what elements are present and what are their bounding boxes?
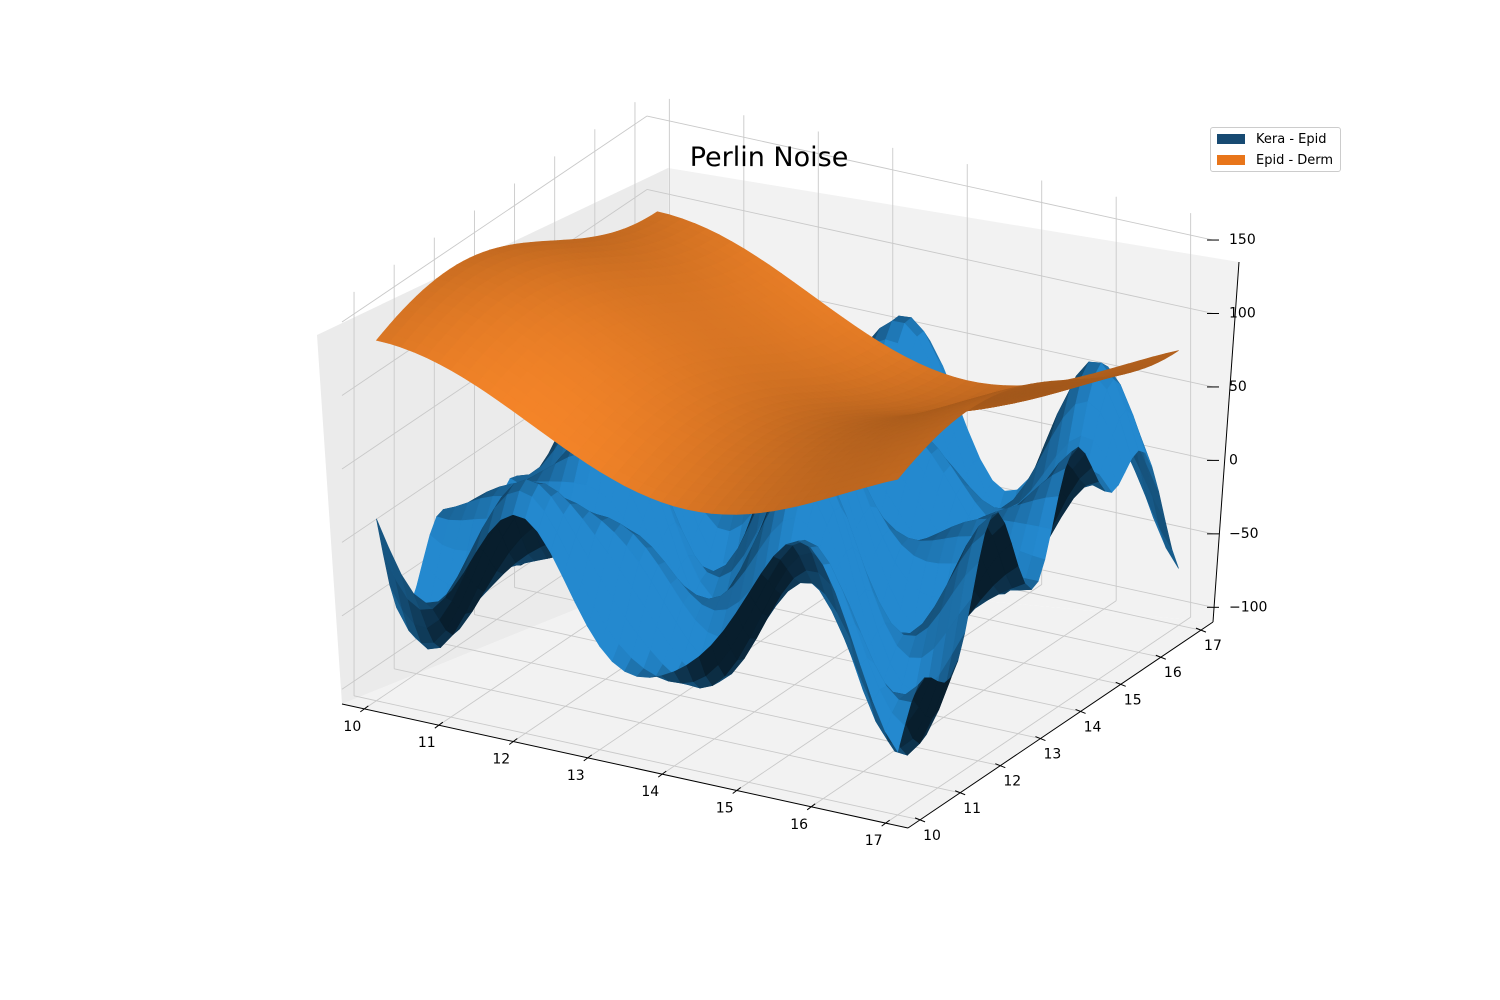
grid-line-right-z: [646, 189, 1214, 314]
y-tick-label: 15: [1124, 692, 1142, 708]
y-tick-label: 13: [1044, 747, 1062, 763]
legend-swatch-kera-epid: [1217, 134, 1245, 144]
grid-line-floor-y: [394, 668, 961, 794]
x-tick-mark: [806, 803, 816, 811]
chart-title: Perlin Noise: [689, 142, 849, 173]
axis-lines: [341, 261, 1240, 829]
grid-line-floor-x: [885, 616, 1191, 824]
y-tick-mark: [954, 790, 966, 796]
y-tick-mark: [1115, 681, 1126, 687]
x-tick-mark: [732, 787, 742, 794]
y-tick-label: 17: [1204, 638, 1222, 654]
surface-epid-derm-facet: [884, 470, 906, 483]
legend-entry-epid-derm: Epid - Derm: [1217, 152, 1333, 168]
surface-kera-epid-facet: [884, 712, 905, 753]
y-tick-label: 11: [963, 801, 981, 817]
x-tick-label: 14: [641, 784, 659, 800]
x-tick-label: 12: [492, 752, 510, 768]
x-tick-mark: [881, 819, 890, 827]
y-tick-mark: [1155, 654, 1167, 660]
surface-epid-derm: [375, 211, 1179, 515]
grid-line-floor-y: [353, 695, 921, 821]
x-tick-mark: [583, 754, 593, 762]
y-tick-label: 16: [1164, 665, 1182, 681]
x-tick-mark: [508, 738, 518, 745]
z-tick-label: 0: [1229, 452, 1238, 468]
z-tick-label: −50: [1229, 526, 1259, 542]
grid-line-left-z: [341, 115, 648, 323]
y-tick-label: 14: [1084, 719, 1102, 735]
y-tick-mark: [1195, 627, 1207, 633]
y-tick-mark: [1075, 708, 1086, 714]
x-tick-label: 17: [865, 833, 883, 849]
x-tick-label: 11: [418, 735, 436, 751]
grid-line-floor-y: [474, 614, 1041, 739]
y-tick-mark: [914, 817, 926, 823]
x-axis-line: [341, 703, 909, 829]
y-tick-label: 10: [923, 828, 941, 844]
x-tick-mark: [360, 705, 369, 713]
y-tick-mark: [995, 763, 1006, 769]
y-tick-mark: [1035, 736, 1046, 742]
z-tick-label: 100: [1229, 305, 1256, 321]
z-tick-label: 150: [1229, 232, 1256, 248]
legend-entry-kera-epid: Kera - Epid: [1217, 131, 1326, 147]
tick-marks: 10 10 11 11 12 12 13 13 14 14 15 15 16 16 17 17 −100 −50 0…: [343, 232, 1267, 849]
x-tick-mark: [434, 721, 444, 729]
x-tick-label: 13: [567, 768, 585, 784]
x-tick-label: 15: [716, 800, 734, 816]
legend-swatch-epid-derm: [1217, 155, 1245, 165]
grid-line-floor-x: [810, 600, 1117, 808]
z-tick-label: −100: [1229, 599, 1267, 615]
z-tick-label: 50: [1229, 379, 1247, 395]
y-axis-line: [907, 621, 1214, 829]
x-tick-label: 10: [343, 719, 361, 735]
grid-line-right-z: [646, 115, 1214, 241]
x-tick-label: 16: [790, 817, 808, 833]
legend-label-epid-derm: Epid - Derm: [1256, 152, 1334, 168]
legend-label-kera-epid: Kera - Epid: [1256, 131, 1327, 147]
x-tick-mark: [657, 770, 667, 778]
legend: Kera - Epid Epid - Derm: [1210, 127, 1341, 172]
y-tick-label: 12: [1003, 774, 1021, 790]
z-axis-line: [1212, 261, 1240, 623]
surfaces: [375, 211, 1179, 756]
